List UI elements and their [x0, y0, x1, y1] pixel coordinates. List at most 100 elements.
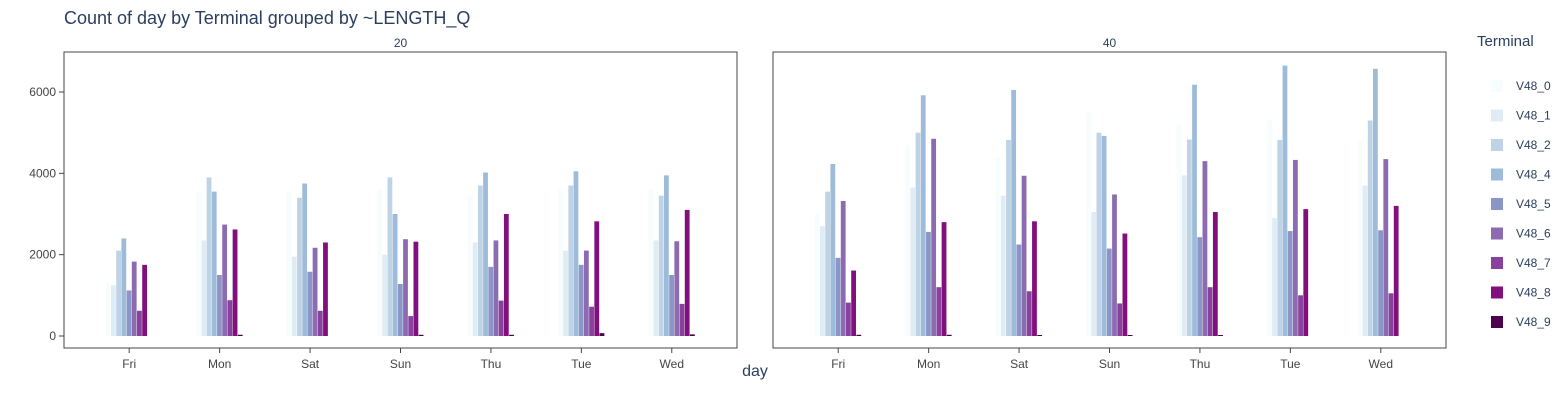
bar-v48-4[interactable] — [392, 214, 398, 336]
bar-v48-2[interactable] — [1006, 139, 1011, 336]
legend-item-label[interactable]: V48_5 — [1516, 197, 1551, 211]
bar-v48-9[interactable] — [418, 334, 424, 336]
legend-item-label[interactable]: V48_4 — [1516, 168, 1551, 182]
bar-v48-0[interactable] — [648, 189, 654, 336]
bar-v48-5[interactable] — [307, 271, 313, 336]
bar-v48-4[interactable] — [1101, 135, 1107, 336]
bar-v48-0[interactable] — [196, 191, 202, 336]
bar-v48-7[interactable] — [498, 300, 504, 336]
bar-v48-4[interactable] — [1282, 65, 1288, 337]
legend-swatch[interactable] — [1491, 80, 1503, 92]
bar-v48-7[interactable] — [1298, 295, 1303, 336]
bar-v48-8[interactable] — [1032, 221, 1037, 336]
bar-v48-2[interactable] — [1096, 132, 1102, 336]
bar-v48-4[interactable] — [211, 191, 217, 336]
legend-swatch[interactable] — [1491, 139, 1503, 151]
bar-v48-1[interactable] — [1000, 195, 1006, 336]
bar-v48-5[interactable] — [835, 257, 841, 336]
bar-v48-4[interactable] — [121, 238, 127, 336]
bar-v48-6[interactable] — [1021, 175, 1027, 336]
bar-v48-6[interactable] — [493, 240, 499, 336]
bar-v48-7[interactable] — [137, 310, 142, 336]
bar-v48-7[interactable] — [1388, 293, 1394, 336]
bar-v48-9[interactable] — [509, 334, 514, 336]
bar-v48-7[interactable] — [1117, 303, 1123, 336]
bar-v48-5[interactable] — [1378, 230, 1383, 336]
bar-v48-9[interactable] — [599, 333, 605, 336]
bar-v48-8[interactable] — [1122, 233, 1128, 336]
bar-v48-0[interactable] — [467, 195, 473, 336]
bar-v48-2[interactable] — [915, 132, 921, 336]
bar-v48-4[interactable] — [1011, 89, 1017, 336]
bar-v48-7[interactable] — [408, 316, 414, 336]
bar-v48-7[interactable] — [846, 302, 851, 336]
bar-v48-9[interactable] — [689, 334, 695, 336]
bar-v48-8[interactable] — [1393, 205, 1399, 336]
bar-v48-8[interactable] — [1212, 211, 1218, 336]
legend-item-label[interactable]: V48_9 — [1516, 315, 1551, 329]
bar-v48-1[interactable] — [1272, 218, 1277, 336]
legend-swatch[interactable] — [1491, 198, 1503, 210]
legend-swatch[interactable] — [1491, 316, 1503, 328]
bar-v48-8[interactable] — [142, 264, 148, 336]
bar-v48-7[interactable] — [589, 306, 594, 336]
bar-v48-5[interactable] — [126, 290, 132, 336]
bar-v48-0[interactable] — [814, 214, 820, 336]
bar-v48-4[interactable] — [920, 95, 926, 337]
bar-v48-1[interactable] — [1181, 175, 1187, 336]
bar-v48-9[interactable] — [1218, 335, 1223, 336]
bar-v48-1[interactable] — [382, 254, 388, 336]
bar-v48-2[interactable] — [1186, 139, 1192, 336]
bar-v48-1[interactable] — [1362, 185, 1368, 336]
bar-v48-1[interactable] — [820, 226, 825, 336]
bar-v48-8[interactable] — [684, 209, 690, 336]
legend[interactable]: V48_0 V48_1 V48_2 V48_4 V48_5 V48_6 V48_7 V48_8… — [1491, 79, 1551, 329]
legend-swatch[interactable] — [1491, 168, 1503, 181]
bar-v48-5[interactable] — [926, 231, 931, 336]
legend-swatch[interactable] — [1491, 109, 1503, 122]
bar-v48-2[interactable] — [568, 185, 574, 336]
bar-v48-8[interactable] — [1303, 209, 1309, 336]
bar-v48-0[interactable] — [286, 191, 292, 336]
bar-v48-5[interactable] — [1106, 248, 1112, 336]
bar-v48-6[interactable] — [403, 239, 408, 336]
bar-v48-9[interactable] — [946, 334, 952, 336]
legend-swatch[interactable] — [1491, 227, 1503, 240]
bar-v48-4[interactable] — [302, 183, 308, 337]
bar-v48-4[interactable] — [1372, 68, 1378, 336]
bar-v48-8[interactable] — [594, 221, 600, 336]
bar-v48-6[interactable] — [1383, 159, 1389, 336]
bar-v48-0[interactable] — [1176, 124, 1182, 337]
bar-v48-9[interactable] — [1037, 335, 1043, 336]
bar-v48-4[interactable] — [1192, 84, 1197, 337]
bar-v48-5[interactable] — [578, 264, 584, 336]
bar-v48-2[interactable] — [297, 197, 302, 336]
bar-v48-1[interactable] — [201, 240, 207, 336]
legend-item-label[interactable]: V48_1 — [1516, 109, 1551, 123]
bar-v48-2[interactable] — [477, 185, 483, 336]
bar-v48-5[interactable] — [1287, 231, 1293, 336]
bar-v48-5[interactable] — [1016, 244, 1022, 337]
bar-v48-2[interactable] — [1277, 139, 1283, 336]
bar-v48-4[interactable] — [573, 171, 579, 336]
bar-v48-2[interactable] — [387, 177, 393, 336]
bar-v48-8[interactable] — [413, 241, 419, 336]
bar-v48-6[interactable] — [1292, 159, 1298, 336]
bar-v48-6[interactable] — [1112, 194, 1117, 336]
bar-v48-6[interactable] — [131, 261, 137, 336]
bar-v48-6[interactable] — [674, 241, 680, 336]
bar-v48-1[interactable] — [1091, 211, 1097, 336]
legend-item-label[interactable]: V48_6 — [1516, 227, 1551, 241]
bar-v48-1[interactable] — [111, 285, 116, 336]
legend-swatch[interactable] — [1491, 286, 1503, 299]
bar-v48-8[interactable] — [851, 270, 857, 336]
bar-v48-8[interactable] — [232, 229, 238, 336]
bar-v48-0[interactable] — [1266, 120, 1272, 336]
bar-v48-5[interactable] — [397, 283, 403, 336]
bar-v48-6[interactable] — [222, 224, 228, 336]
legend-item-label[interactable]: V48_8 — [1516, 286, 1551, 300]
bar-v48-1[interactable] — [472, 242, 478, 336]
bar-v48-8[interactable] — [323, 242, 328, 336]
bar-v48-5[interactable] — [488, 266, 494, 336]
bar-v48-6[interactable] — [931, 138, 937, 336]
